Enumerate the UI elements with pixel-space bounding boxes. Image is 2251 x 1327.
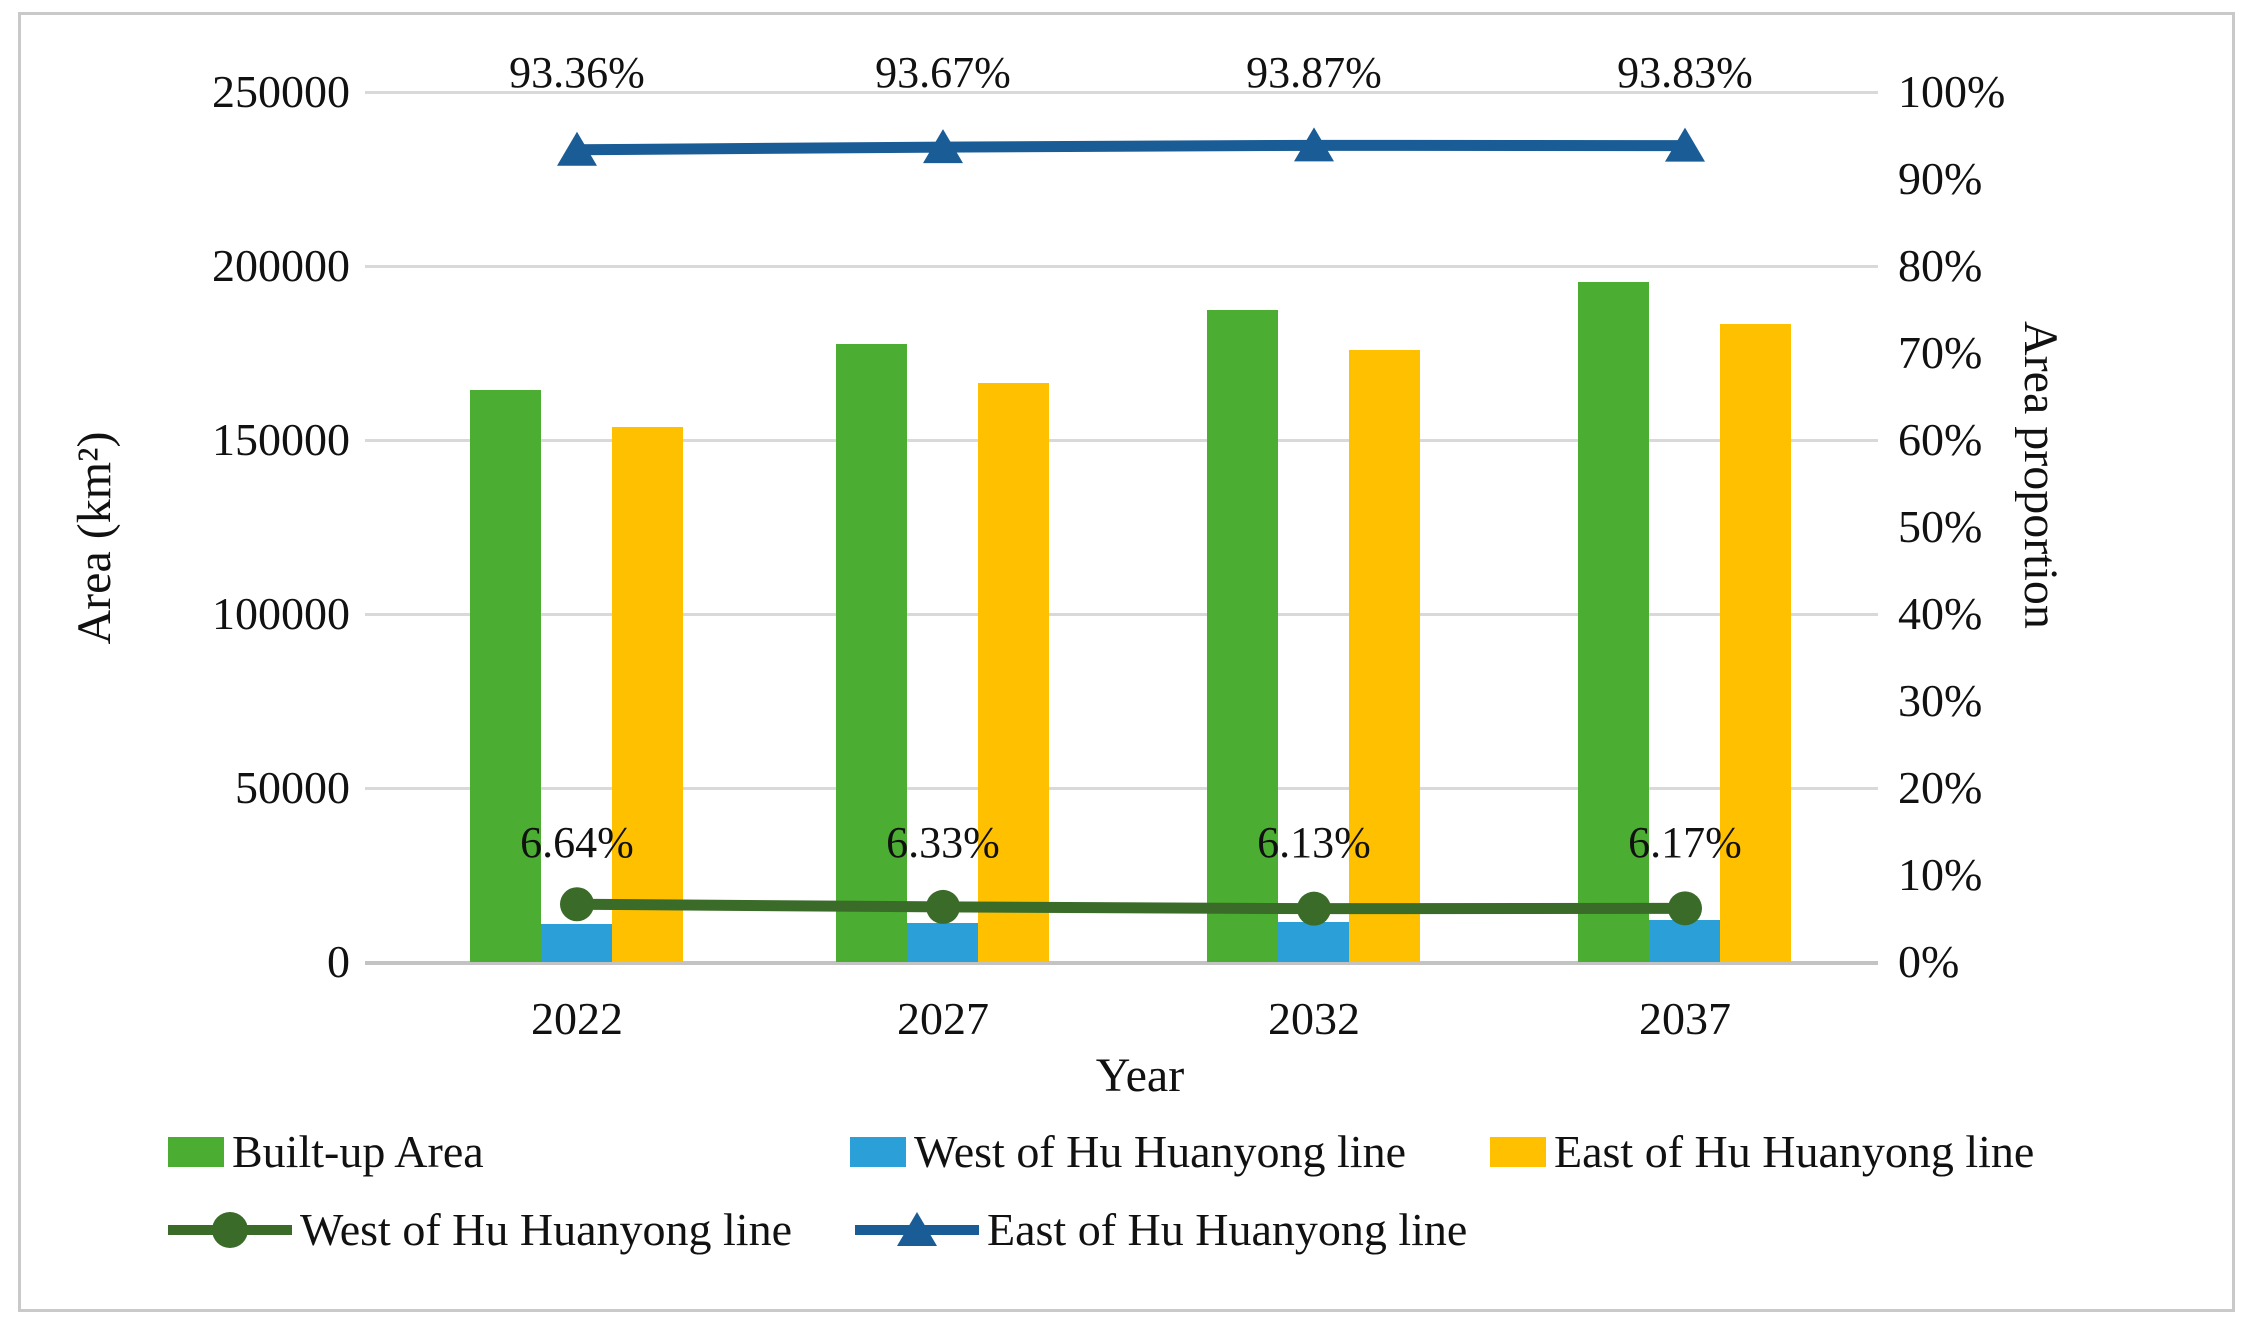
x-axis-tick: 2027 xyxy=(897,993,989,1044)
bar-built-up-area-2022 xyxy=(470,389,541,962)
triangle-marker xyxy=(557,131,597,166)
right-axis-tick: 50% xyxy=(1898,501,1983,552)
right-axis-tick: 90% xyxy=(1898,153,1983,204)
bar-east-of-hu-huanyong-line-2022 xyxy=(612,427,683,962)
left-axis-tick: 250000 xyxy=(212,66,350,117)
x-axis-tick: 2037 xyxy=(1639,993,1731,1044)
circle-marker xyxy=(1297,891,1331,926)
triangle-marker xyxy=(1665,127,1705,162)
data-label-circle: 6.17% xyxy=(1628,818,1742,867)
line-circle xyxy=(576,898,1686,915)
left-axis-tick: 200000 xyxy=(212,240,350,291)
data-label-triangle: 93.83% xyxy=(1617,48,1753,97)
legend-line-triangle-symbol xyxy=(855,1208,979,1252)
right-axis-tick: 20% xyxy=(1898,762,1983,813)
legend-item-built-up-area: Built-up Area xyxy=(168,1128,484,1176)
bar-west-of-hu-huanyong-line-2022 xyxy=(541,924,612,962)
legend-item-east-of-hu-huanyong-line: East of Hu Huanyong line xyxy=(855,1206,1467,1254)
left-axis-tick: 150000 xyxy=(212,414,350,465)
right-axis-tick: 40% xyxy=(1898,588,1983,639)
right-axis-tick: 0% xyxy=(1898,936,1960,987)
data-label-triangle: 93.87% xyxy=(1246,48,1382,97)
legend-line-circle-symbol xyxy=(168,1208,292,1252)
left-axis-tick: 100000 xyxy=(212,588,350,639)
bar-east-of-hu-huanyong-line-2037 xyxy=(1720,323,1791,962)
right-axis-tick: 80% xyxy=(1898,240,1983,291)
gridline xyxy=(365,787,1878,790)
right-axis-tick: 60% xyxy=(1898,414,1983,465)
gridline xyxy=(365,439,1878,442)
circle-marker xyxy=(1668,891,1702,926)
legend-label: East of Hu Huanyong line xyxy=(1554,1126,2035,1177)
data-label-circle: 6.13% xyxy=(1257,818,1371,867)
legend-label: West of Hu Huanyong line xyxy=(914,1126,1406,1177)
circle-marker xyxy=(560,887,594,922)
legend-swatch xyxy=(168,1137,224,1167)
x-axis-tick: 2022 xyxy=(531,993,623,1044)
circle-marker xyxy=(926,889,960,924)
legend-label: East of Hu Huanyong line xyxy=(987,1204,1468,1255)
legend-item-east-of-hu-huanyong-line: East of Hu Huanyong line xyxy=(1490,1128,2034,1176)
triangle-marker xyxy=(923,129,963,164)
data-label-circle: 6.64% xyxy=(520,818,634,867)
left-axis-tick: 0 xyxy=(327,936,350,987)
x-axis-line xyxy=(365,961,1878,965)
right-axis-tick: 70% xyxy=(1898,327,1983,378)
x-axis-title: Year xyxy=(1095,1049,1185,1102)
gridline xyxy=(365,91,1878,94)
legend-item-west-of-hu-huanyong-line: West of Hu Huanyong line xyxy=(168,1206,792,1254)
data-label-triangle: 93.67% xyxy=(875,48,1011,97)
right-axis-title: Area proportion xyxy=(2014,321,2067,629)
triangle-marker xyxy=(1294,127,1334,162)
bar-east-of-hu-huanyong-line-2027 xyxy=(978,383,1049,962)
gridline xyxy=(365,265,1878,268)
right-axis-tick: 10% xyxy=(1898,849,1983,900)
bar-west-of-hu-huanyong-line-2032 xyxy=(1278,921,1349,962)
figure-border xyxy=(18,12,2235,1312)
data-label-circle: 6.33% xyxy=(886,818,1000,867)
right-axis-tick: 30% xyxy=(1898,675,1983,726)
data-label-triangle: 93.36% xyxy=(509,48,645,97)
legend-label: West of Hu Huanyong line xyxy=(300,1204,792,1255)
legend-swatch xyxy=(1490,1137,1546,1167)
line-triangle xyxy=(576,139,1686,156)
left-axis-title: Area (km²) xyxy=(68,431,121,645)
x-axis-tick: 2032 xyxy=(1268,993,1360,1044)
legend-label: Built-up Area xyxy=(232,1126,484,1177)
gridline xyxy=(365,613,1878,616)
legend-item-west-of-hu-huanyong-line: West of Hu Huanyong line xyxy=(850,1128,1406,1176)
bar-west-of-hu-huanyong-line-2037 xyxy=(1649,919,1720,962)
left-axis-tick: 50000 xyxy=(235,762,350,813)
legend-swatch xyxy=(850,1137,906,1167)
bar-built-up-area-2027 xyxy=(836,344,907,962)
bar-built-up-area-2037 xyxy=(1578,281,1649,962)
right-axis-tick: 100% xyxy=(1898,66,2006,117)
line-series-overlay xyxy=(557,127,1705,926)
bar-east-of-hu-huanyong-line-2032 xyxy=(1349,349,1420,962)
bar-west-of-hu-huanyong-line-2027 xyxy=(907,923,978,962)
bar-built-up-area-2032 xyxy=(1207,309,1278,962)
